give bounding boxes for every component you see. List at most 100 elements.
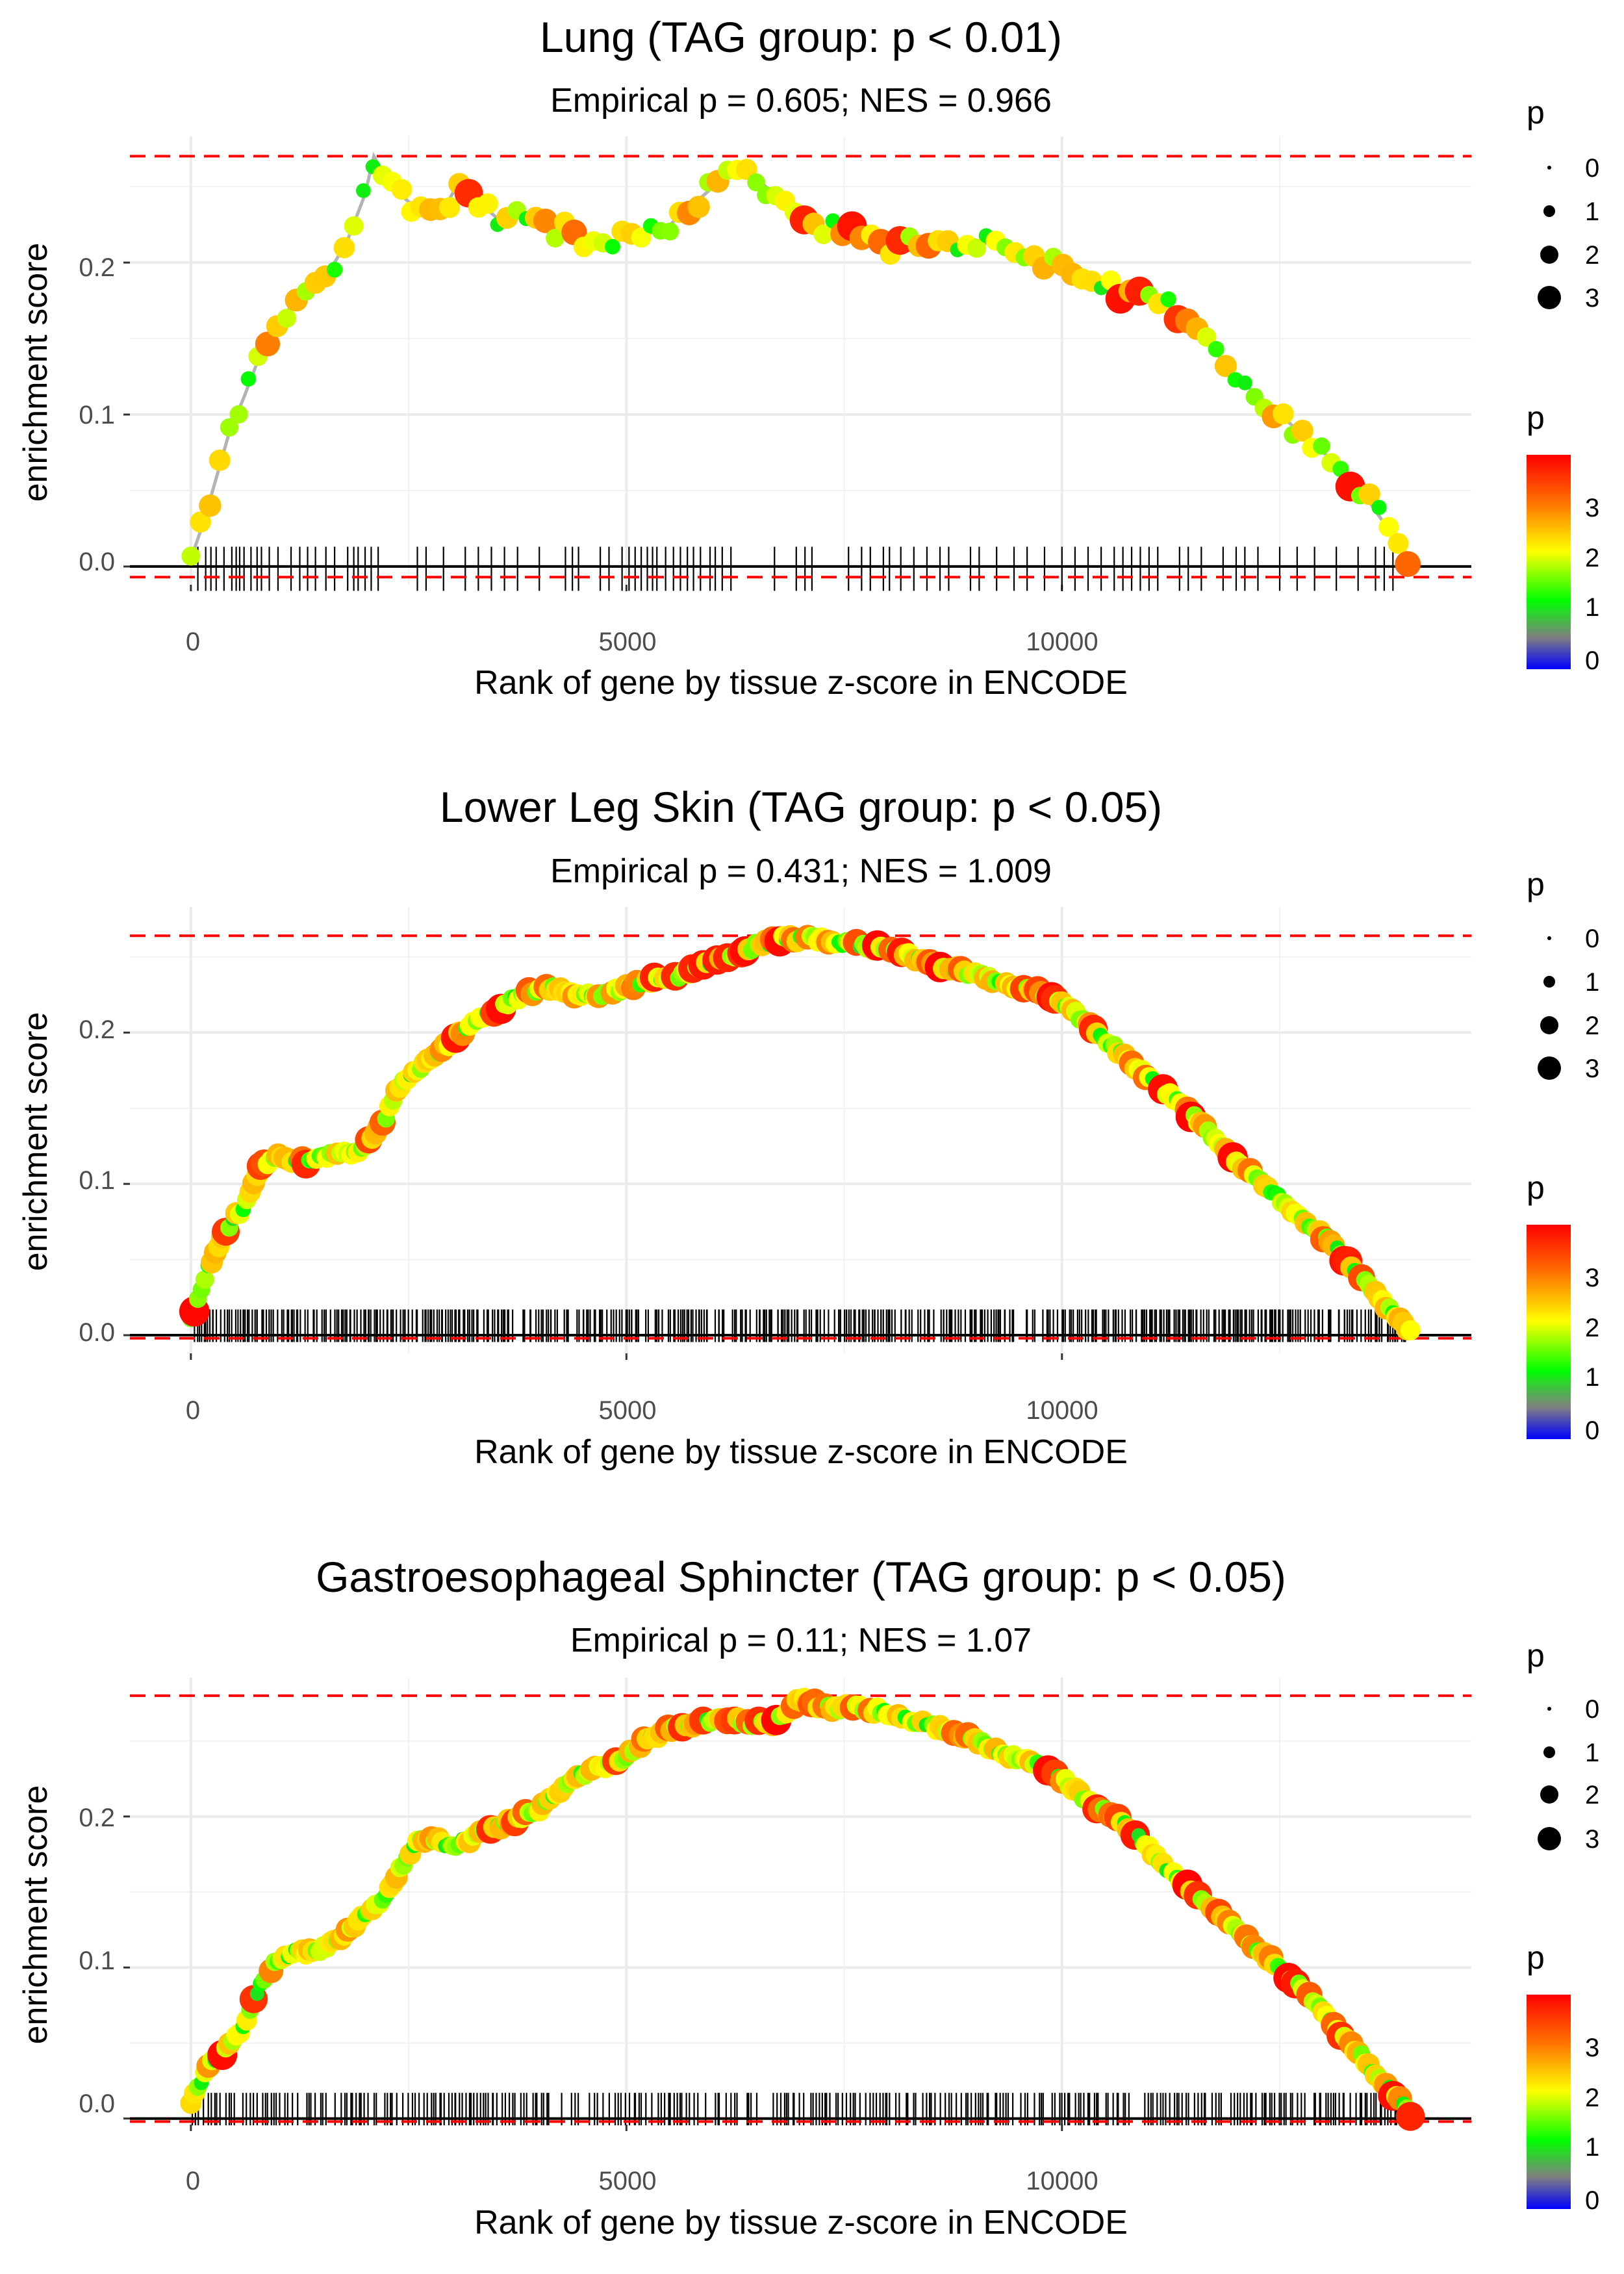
- panel-3-ytick-0: 0.0: [79, 2089, 115, 2118]
- size-label-0: 0: [1585, 925, 1599, 953]
- panel-3-title: Gastroesophageal Sphincter (TAG group: p…: [316, 1553, 1286, 1601]
- size-label-3: 3: [1585, 1825, 1599, 1854]
- size-label-2: 2: [1585, 1012, 1599, 1040]
- size-key-2: [1540, 246, 1558, 264]
- gene-point: [199, 494, 222, 517]
- panel-3-color-legend: p 3 2 1 0: [1527, 1939, 1599, 2215]
- size-label-1: 1: [1585, 968, 1599, 997]
- panel-3-xtick-2: 10000: [1026, 2167, 1098, 2195]
- panel-3-size-legend: p 0 1 2 3: [1527, 1637, 1599, 1854]
- gene-point: [1395, 551, 1421, 577]
- color-label-1: 1: [1585, 2133, 1599, 2162]
- panel-2-color-legend: p 3 2 1 0: [1527, 1169, 1599, 1445]
- size-key-1: [1543, 205, 1555, 217]
- gene-point: [333, 236, 355, 259]
- gene-point: [1388, 533, 1409, 554]
- gene-point: [1313, 437, 1330, 455]
- color-label-0: 0: [1585, 646, 1599, 675]
- size-key-3: [1538, 1827, 1561, 1850]
- size-label-3: 3: [1585, 1054, 1599, 1083]
- panel-3-plot: [123, 1678, 1471, 2131]
- gene-point: [747, 173, 765, 192]
- gene-point: [687, 196, 710, 218]
- size-label-2: 2: [1585, 241, 1599, 270]
- gene-point: [1400, 1320, 1421, 1340]
- panel-1-xlabel: Rank of gene by tissue z-score in ENCODE: [474, 664, 1128, 702]
- gene-point: [277, 309, 296, 328]
- gene-point: [813, 224, 833, 244]
- size-label-0: 0: [1585, 154, 1599, 183]
- color-label-0: 0: [1585, 1416, 1599, 1445]
- panel-1-plot: [123, 136, 1471, 591]
- panel-3-ytick-2: 0.2: [79, 1804, 115, 1832]
- gene-point: [1291, 420, 1313, 442]
- gene-point: [190, 511, 211, 533]
- panel-2-xtick-1: 5000: [599, 1396, 657, 1425]
- panel-3-subtitle: Empirical p = 0.11; NES = 1.07: [570, 1622, 1032, 1659]
- panel-3-xtick-1: 5000: [599, 2167, 657, 2195]
- panel-1-xtick-0: 0: [186, 628, 200, 656]
- panel-3-ytick-1: 0.1: [79, 1947, 115, 1975]
- gene-point: [477, 193, 498, 214]
- gene-point: [196, 1270, 214, 1289]
- panel-2-ytick-2: 0.2: [79, 1016, 115, 1044]
- size-key-3: [1538, 286, 1561, 309]
- color-label-3: 3: [1585, 1264, 1599, 1292]
- color-label-2: 2: [1585, 1314, 1599, 1342]
- panel-1-xtick-1: 5000: [599, 628, 657, 656]
- panel-3-xtick-0: 0: [186, 2167, 200, 2195]
- panel-3: Gastroesophageal Sphincter (TAG group: p…: [17, 1553, 1599, 2242]
- gene-point: [326, 261, 343, 278]
- color-label-3: 3: [1585, 2034, 1599, 2062]
- gene-point: [439, 197, 461, 218]
- gene-point: [229, 405, 248, 424]
- gene-point: [605, 238, 620, 255]
- gene-point: [631, 227, 652, 248]
- size-label-0: 0: [1585, 1695, 1599, 1724]
- panel-2-title: Lower Leg Skin (TAG group: p < 0.05): [440, 783, 1162, 831]
- color-label-2: 2: [1585, 544, 1599, 572]
- panel-1-ytick-1: 0.1: [79, 401, 115, 429]
- gene-point: [255, 331, 280, 357]
- panel-2-ylabel: enrichment score: [17, 1012, 55, 1271]
- gene-point: [533, 209, 558, 233]
- gene-point: [356, 183, 371, 198]
- gene-point: [1208, 340, 1224, 357]
- gene-point: [181, 546, 201, 566]
- size-legend-title: p: [1527, 1637, 1545, 1674]
- panel-1-title: Lung (TAG group: p < 0.01): [540, 13, 1062, 61]
- size-label-1: 1: [1585, 198, 1599, 226]
- panel-2-xlabel: Rank of gene by tissue z-score in ENCODE: [474, 1433, 1128, 1471]
- panel-2-subtitle: Empirical p = 0.431; NES = 1.009: [550, 852, 1052, 890]
- size-key-0: [1547, 1707, 1551, 1711]
- gene-point: [220, 418, 238, 437]
- gene-point: [1358, 483, 1380, 505]
- color-label-1: 1: [1585, 593, 1599, 622]
- size-label-1: 1: [1585, 1739, 1599, 1767]
- gene-point: [209, 449, 231, 471]
- size-legend-title: p: [1527, 94, 1545, 131]
- gene-point: [344, 216, 364, 236]
- gene-point: [1371, 500, 1387, 515]
- panel-2-xtick-2: 10000: [1026, 1396, 1098, 1425]
- gene-point: [240, 371, 257, 387]
- size-key-0: [1547, 166, 1551, 170]
- gene-point: [661, 222, 679, 241]
- color-legend-title: p: [1527, 1169, 1545, 1206]
- panel-1-size-legend: p 0 1 2 3: [1527, 94, 1599, 313]
- color-bar: [1527, 1225, 1571, 1439]
- panel-2-xtick-0: 0: [186, 1396, 200, 1425]
- color-label-3: 3: [1585, 494, 1599, 522]
- size-key-0: [1547, 936, 1551, 940]
- gene-point: [1237, 375, 1252, 390]
- size-key-1: [1543, 1746, 1555, 1758]
- panel-3-ylabel: enrichment score: [17, 1785, 55, 2045]
- color-label-0: 0: [1585, 2186, 1599, 2215]
- size-key-2: [1540, 1785, 1558, 1804]
- gene-point: [391, 179, 412, 200]
- panel-1-ytick-0: 0.0: [79, 548, 115, 576]
- gene-point: [1395, 2102, 1425, 2131]
- panel-2-ytick-1: 0.1: [79, 1166, 115, 1195]
- color-label-1: 1: [1585, 1363, 1599, 1392]
